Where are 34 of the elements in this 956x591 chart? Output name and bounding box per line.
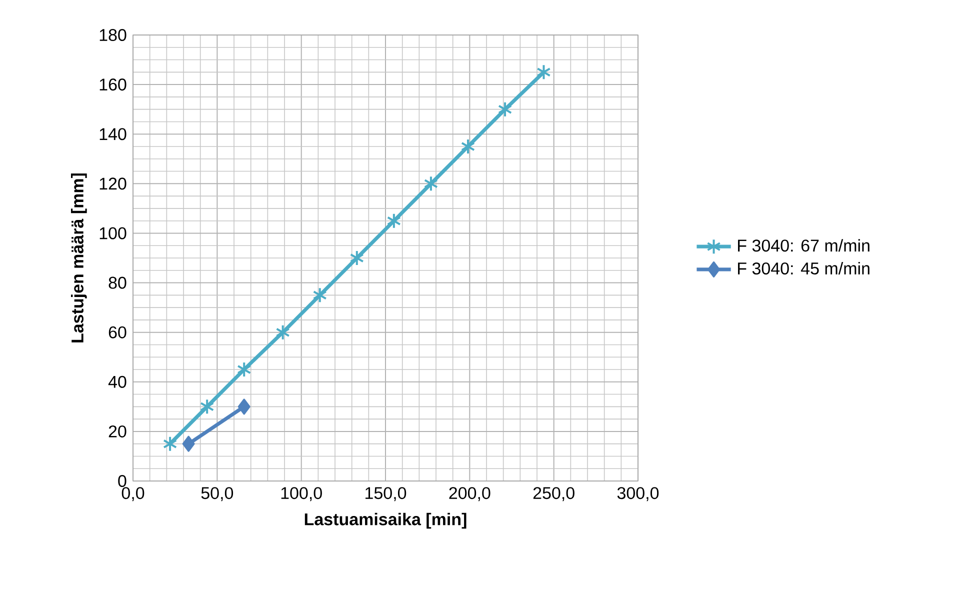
y-tick-label: 60 xyxy=(108,326,126,338)
x-tick-label: 300,0 xyxy=(617,487,659,502)
point xyxy=(237,362,252,378)
point xyxy=(460,138,476,154)
x-tick-label: 50,0 xyxy=(201,487,234,502)
y-axis-title: Lastujen määrä [mm] xyxy=(70,173,87,342)
point xyxy=(536,64,551,80)
x-tick-label: 0,0 xyxy=(122,487,144,502)
y-tick-label: 180 xyxy=(100,29,126,42)
point xyxy=(276,324,290,340)
y-tick-label: 120 xyxy=(100,178,126,190)
legend-label: F 3040: 67 m/min xyxy=(738,239,870,252)
y-tick-label: 0 xyxy=(118,474,126,488)
y-tick-label: 100 xyxy=(100,227,126,240)
x-tick-label: 150,0 xyxy=(366,487,406,502)
point xyxy=(312,287,327,304)
point xyxy=(498,101,512,118)
y-tick-label: 20 xyxy=(108,425,126,438)
x-tick-label: 250,0 xyxy=(533,487,574,502)
y-tick-label: 80 xyxy=(108,276,126,289)
point xyxy=(386,212,401,229)
point xyxy=(424,176,438,192)
x-tick-label: 100,0 xyxy=(281,487,322,502)
point xyxy=(162,436,178,452)
x-axis-title: Lastuamisaika [min] xyxy=(304,512,466,529)
x-tick-label: 200,0 xyxy=(449,487,490,502)
point xyxy=(350,250,364,266)
y-tick-label: 160 xyxy=(100,78,126,91)
point xyxy=(200,398,214,415)
y-tick-label: 40 xyxy=(108,376,126,388)
y-tick-label: 140 xyxy=(100,128,126,140)
point xyxy=(238,398,250,415)
legend-label: F 3040: 45 m/min xyxy=(738,262,870,274)
point xyxy=(182,436,195,452)
